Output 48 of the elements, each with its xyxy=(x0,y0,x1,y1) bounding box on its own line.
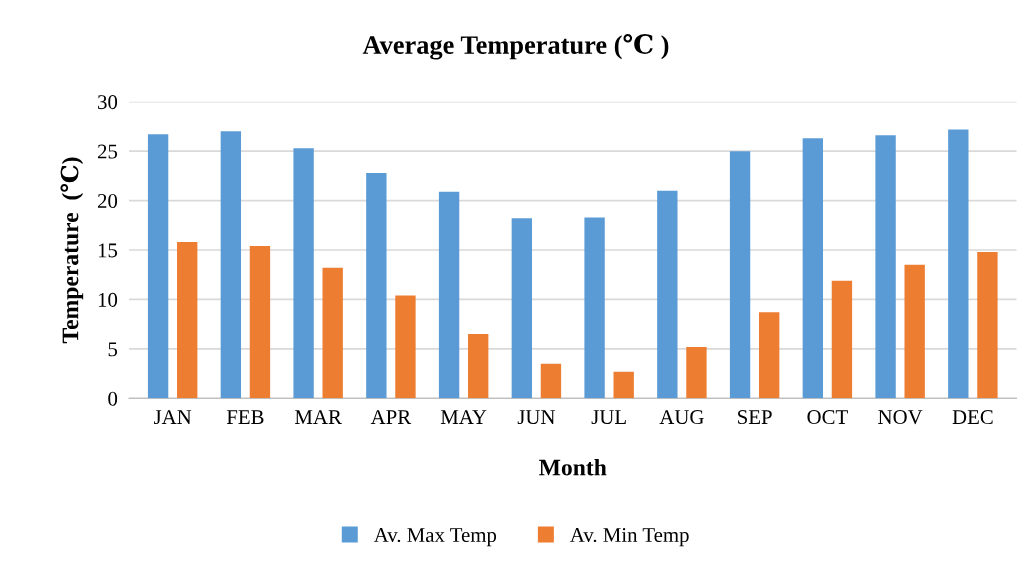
x-tick-label: JUL xyxy=(591,410,626,425)
x-tick-label: JAN xyxy=(153,410,192,425)
bar xyxy=(366,172,387,399)
x-tick-label: SEP xyxy=(738,410,772,425)
bar xyxy=(147,134,169,399)
bar xyxy=(831,280,853,399)
x-tick-label: JUN xyxy=(517,410,556,425)
x-tick-label: MAY xyxy=(440,410,487,424)
bar xyxy=(395,295,416,399)
x-tick-label: FEB xyxy=(226,410,264,424)
x-tick-label: MAR xyxy=(295,410,342,424)
x-tick-label: NOV xyxy=(878,410,923,425)
bar xyxy=(758,312,780,399)
bar xyxy=(802,138,824,399)
bar xyxy=(293,148,314,399)
y-tick-label: 5 xyxy=(108,342,118,357)
bar xyxy=(904,264,925,399)
x-tick-label: OCT xyxy=(807,410,848,425)
y-tick-label: 10 xyxy=(98,292,118,307)
chart-title: Average Temperature (℃ ) xyxy=(362,33,669,60)
y-tick-label: 15 xyxy=(98,243,118,258)
y-tick-label: 25 xyxy=(97,144,118,159)
y-tick-label: 30 xyxy=(98,95,118,110)
bar xyxy=(657,190,678,399)
bar xyxy=(977,251,998,399)
legend-label: Av. Max Temp xyxy=(373,528,497,547)
bar xyxy=(613,371,634,399)
bar xyxy=(511,218,533,399)
y-tick-label: 0 xyxy=(108,391,118,406)
bar xyxy=(584,217,605,399)
bar xyxy=(438,191,460,399)
bar xyxy=(686,346,707,399)
x-tick-label: DEC xyxy=(952,410,993,425)
bar xyxy=(875,135,896,399)
bar xyxy=(729,151,751,399)
x-tick-label: APR xyxy=(370,410,412,424)
bar xyxy=(220,131,242,399)
legend-label: Av. Min Temp xyxy=(570,528,689,547)
bar xyxy=(177,242,198,399)
x-tick-label: AUG xyxy=(659,410,704,425)
y-tick-label: 20 xyxy=(97,193,118,209)
y-axis-title: Temperature (℃) xyxy=(60,157,84,344)
bar xyxy=(468,334,489,399)
bar xyxy=(249,246,271,399)
bar xyxy=(540,363,562,399)
bar xyxy=(948,129,969,399)
bar xyxy=(322,267,343,399)
x-axis-title: Month xyxy=(539,458,607,476)
